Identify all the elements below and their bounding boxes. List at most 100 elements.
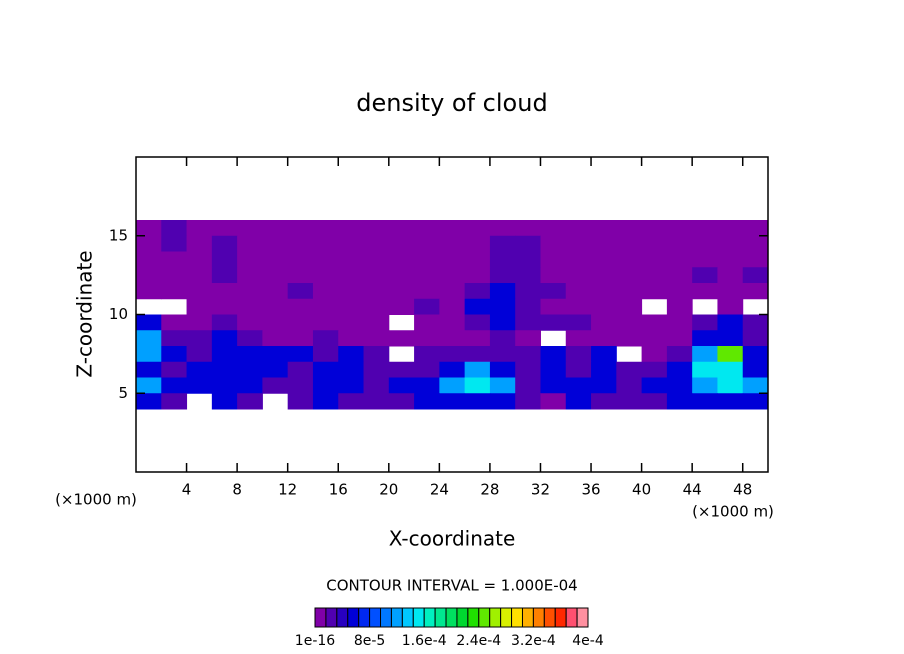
contour-cell bbox=[565, 298, 592, 315]
contour-cell bbox=[211, 330, 238, 347]
colorbar-box bbox=[423, 607, 436, 628]
colorbar-box bbox=[467, 607, 480, 628]
colorbar-box bbox=[336, 607, 349, 628]
contour-cell bbox=[287, 251, 314, 268]
contour-cell bbox=[211, 235, 238, 252]
contour-cell bbox=[641, 393, 668, 410]
contour-cell bbox=[742, 220, 769, 237]
contour-cell bbox=[161, 361, 188, 378]
contour-cell bbox=[591, 283, 617, 300]
contour-cell bbox=[742, 377, 769, 394]
contour-cell bbox=[136, 251, 162, 268]
contour-cell bbox=[464, 377, 491, 394]
contour-cell bbox=[237, 251, 263, 268]
contour-cell bbox=[591, 314, 617, 331]
contour-cell bbox=[565, 361, 592, 378]
contour-cell bbox=[717, 298, 744, 315]
contour-cell bbox=[161, 220, 188, 237]
contour-cell bbox=[591, 330, 617, 347]
contour-cell bbox=[692, 235, 718, 252]
contour-cell bbox=[312, 330, 339, 347]
contour-cell bbox=[312, 251, 339, 268]
contour-cell bbox=[641, 377, 668, 394]
contour-cell bbox=[666, 267, 693, 284]
contour-cell bbox=[717, 267, 744, 284]
contour-cell bbox=[515, 377, 541, 394]
contour-cell bbox=[388, 377, 415, 394]
contour-cell bbox=[414, 283, 440, 300]
contour-cell bbox=[414, 346, 440, 363]
contour-cell bbox=[515, 393, 541, 410]
contour-cell bbox=[388, 330, 415, 347]
contour-cell bbox=[692, 220, 718, 237]
contour-cell bbox=[540, 393, 567, 410]
contour-cell bbox=[515, 330, 541, 347]
contour-cell bbox=[186, 377, 213, 394]
contour-cell bbox=[717, 251, 744, 268]
contour-cell bbox=[312, 346, 339, 363]
contour-cell bbox=[742, 393, 769, 410]
contour-cell bbox=[464, 283, 491, 300]
contour-cell bbox=[692, 377, 718, 394]
colorbar-label: 4e-4 bbox=[572, 633, 604, 649]
contour-cell bbox=[742, 235, 769, 252]
contour-cell bbox=[666, 220, 693, 237]
colorbar-box bbox=[576, 607, 589, 628]
contour-cell bbox=[439, 298, 466, 315]
contour-cell bbox=[312, 283, 339, 300]
contour-cell bbox=[616, 314, 643, 331]
y-axis-label: Z-coordinate bbox=[73, 250, 97, 377]
y-tick-label: 15 bbox=[109, 226, 128, 244]
contour-cell bbox=[414, 267, 440, 284]
contour-cell bbox=[312, 298, 339, 315]
contour-cell bbox=[489, 377, 516, 394]
contour-cell bbox=[717, 235, 744, 252]
contour-cell bbox=[388, 220, 415, 237]
contour-cell bbox=[237, 314, 263, 331]
contour-cell bbox=[540, 251, 567, 268]
contour-cell bbox=[666, 377, 693, 394]
contour-cell bbox=[692, 314, 718, 331]
contour-cell bbox=[136, 346, 162, 363]
contour-cell bbox=[540, 361, 567, 378]
contour-cell bbox=[312, 267, 339, 284]
contour-cell bbox=[211, 251, 238, 268]
contour-cell bbox=[186, 330, 213, 347]
contour-cell bbox=[237, 330, 263, 347]
contour-cell bbox=[414, 393, 440, 410]
contour-cell bbox=[211, 267, 238, 284]
contour-cell bbox=[262, 377, 289, 394]
contour-cell bbox=[338, 393, 365, 410]
contour-cell bbox=[414, 377, 440, 394]
contour-cell bbox=[489, 235, 516, 252]
contour-cell bbox=[666, 361, 693, 378]
contour-cell bbox=[388, 283, 415, 300]
contour-cell bbox=[237, 361, 263, 378]
x-tick-label: 40 bbox=[632, 481, 651, 499]
contour-cell bbox=[262, 251, 289, 268]
contour-cell bbox=[742, 283, 769, 300]
contour-cell bbox=[136, 220, 162, 237]
colorbar-box bbox=[565, 607, 578, 628]
contour-cell bbox=[742, 346, 769, 363]
contour-cell bbox=[439, 393, 466, 410]
contour-cell bbox=[565, 251, 592, 268]
contour-cell bbox=[515, 298, 541, 315]
colorbar-box bbox=[511, 607, 523, 628]
x-tick-label: 36 bbox=[581, 481, 600, 499]
contour-cell bbox=[540, 346, 567, 363]
contour-cell bbox=[388, 267, 415, 284]
contour-cell bbox=[742, 361, 769, 378]
contour-cell bbox=[591, 377, 617, 394]
colorbar-box bbox=[401, 607, 414, 628]
contour-cell bbox=[414, 235, 440, 252]
contour-cell bbox=[489, 330, 516, 347]
contour-cell bbox=[692, 346, 718, 363]
contour-cell bbox=[338, 267, 365, 284]
contour-cell bbox=[312, 314, 339, 331]
contour-cell bbox=[515, 235, 541, 252]
contour-cell bbox=[161, 235, 188, 252]
colorbar-box bbox=[434, 607, 447, 628]
